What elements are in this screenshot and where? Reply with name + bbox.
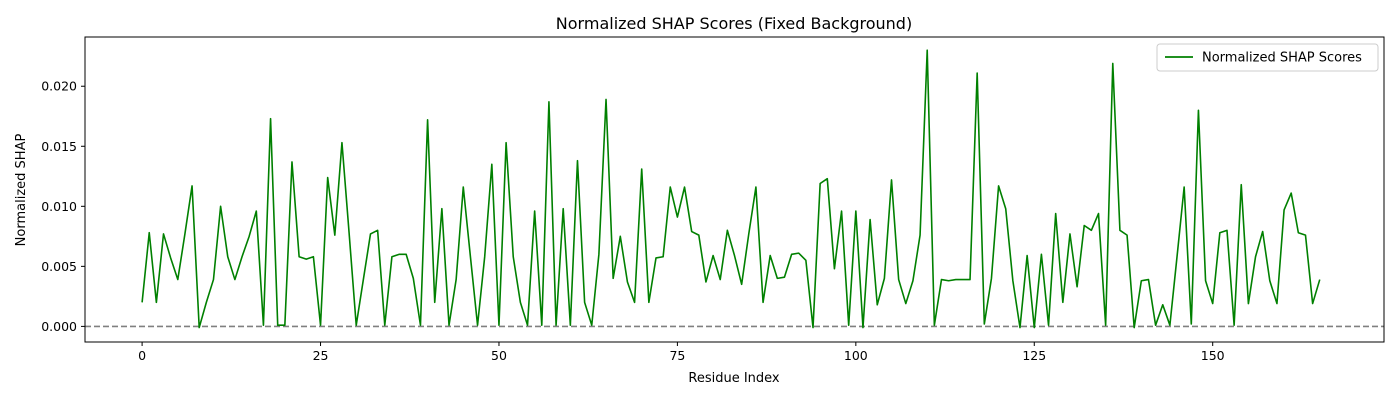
legend-label: Normalized SHAP Scores xyxy=(1202,51,1362,66)
y-tick-label: 0.000 xyxy=(41,319,77,334)
x-tick-label: 50 xyxy=(491,348,507,363)
y-tick-label: 0.020 xyxy=(41,79,77,94)
legend: Normalized SHAP Scores xyxy=(1156,43,1379,72)
x-tick-label: 150 xyxy=(1201,348,1225,363)
x-tick-label: 100 xyxy=(844,348,868,363)
plot-frame xyxy=(84,36,1385,343)
chart-title: Normalized SHAP Scores (Fixed Background… xyxy=(556,14,912,33)
y-tick-label: 0.010 xyxy=(41,199,77,214)
x-tick-label: 75 xyxy=(669,348,685,363)
x-axis-label: Residue Index xyxy=(688,371,780,386)
legend-box xyxy=(1156,43,1379,72)
x-tick-label: 0 xyxy=(138,348,146,363)
series-line-0 xyxy=(141,49,1321,329)
x-tick-label: 25 xyxy=(313,348,329,363)
y-axis-label: Normalized SHAP xyxy=(14,134,29,247)
x-tick-label: 125 xyxy=(1022,348,1046,363)
y-tick-label: 0.015 xyxy=(41,139,77,154)
y-tick-label: 0.005 xyxy=(41,259,77,274)
